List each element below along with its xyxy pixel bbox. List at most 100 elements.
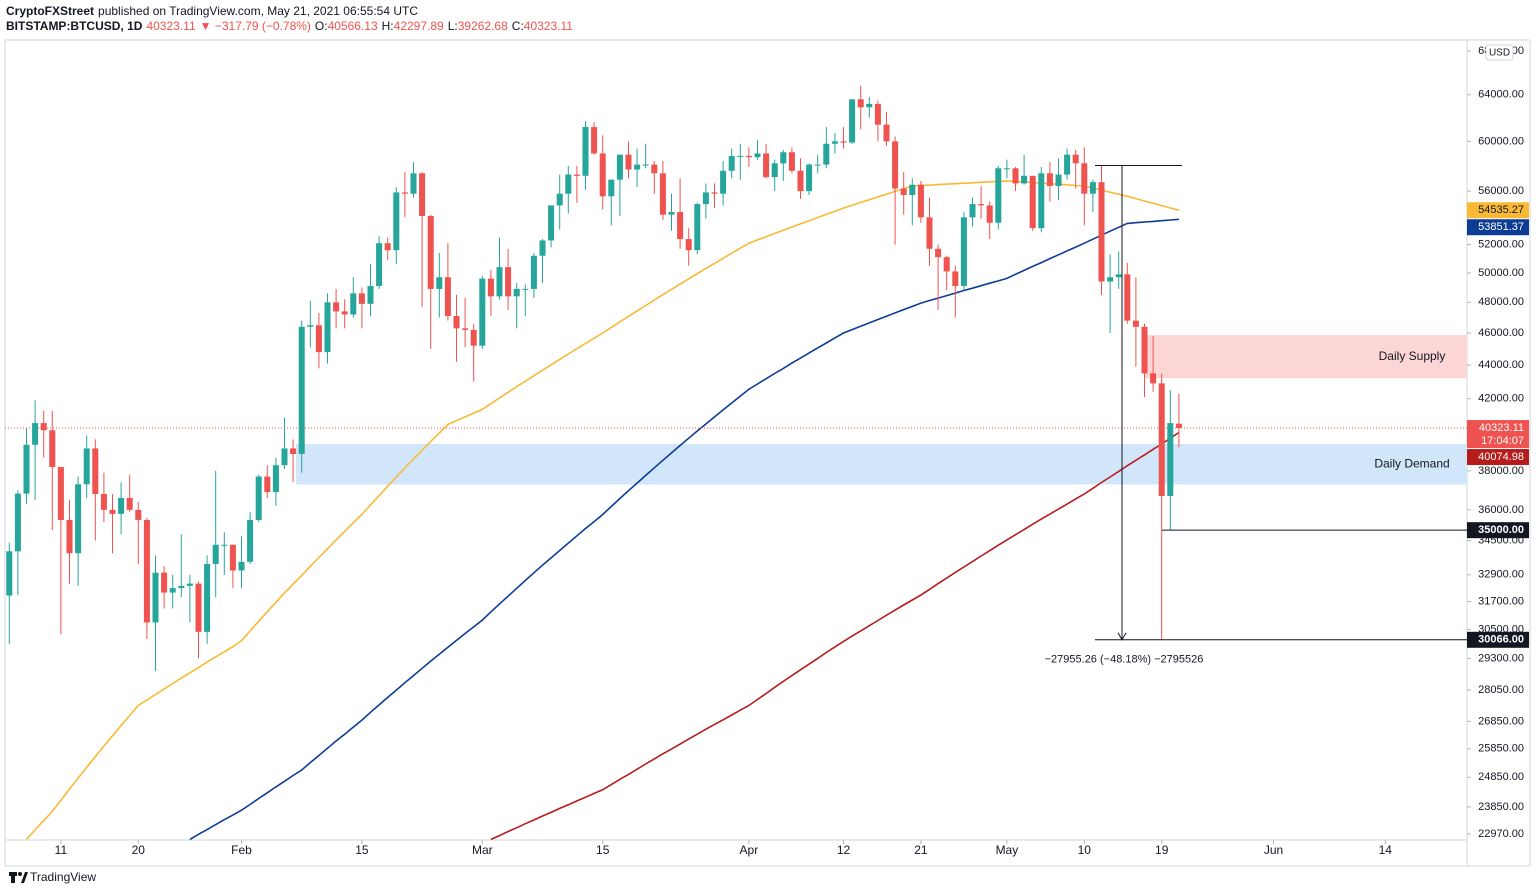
candle-body	[23, 444, 30, 494]
moving-average-line	[25, 180, 1180, 840]
moving-average-line	[189, 218, 1179, 841]
candle-body	[986, 205, 993, 223]
candle-body	[487, 278, 494, 297]
price-badge-label: 54535.27	[1478, 204, 1524, 216]
candle-body	[57, 467, 64, 520]
candle-body	[333, 302, 340, 312]
candle-body	[298, 326, 305, 454]
candle-body	[711, 192, 718, 194]
candle-body	[530, 255, 537, 289]
candle-body	[1021, 175, 1028, 184]
candle-body	[1150, 373, 1157, 384]
x-tick-label: 14	[1379, 843, 1393, 857]
x-tick-label: 15	[596, 843, 610, 857]
y-tick-label: 48000.00	[1478, 296, 1524, 308]
candle-body	[1167, 423, 1174, 496]
y-tick-label: 46000.00	[1478, 327, 1524, 339]
x-tick-label: 20	[132, 843, 146, 857]
price-badge	[1467, 202, 1529, 219]
candle-body	[118, 497, 125, 514]
publisher: CryptoFXStreet	[6, 4, 94, 18]
candle-body	[556, 193, 563, 206]
candle-body	[702, 192, 709, 205]
candle-body	[909, 184, 916, 195]
y-tick-label: 38000.00	[1478, 465, 1524, 477]
candle-body	[616, 154, 623, 180]
candle-body	[1046, 173, 1053, 186]
candle-body	[513, 288, 520, 297]
candle-body	[659, 173, 666, 215]
candle-body	[831, 141, 838, 144]
logo-part	[9, 872, 17, 876]
candle-body	[548, 205, 555, 241]
zone	[1145, 335, 1467, 379]
candle-body	[935, 248, 942, 258]
symbol: BITSTAMP:BTCUSD, 1D	[6, 19, 143, 33]
candle-body	[900, 188, 907, 195]
y-tick-label: 60000.00	[1478, 135, 1524, 147]
candle-body	[840, 141, 847, 143]
candle-body	[1098, 182, 1105, 282]
y-tick-label: 32900.00	[1478, 569, 1524, 581]
logo-part	[18, 872, 22, 876]
candle-body	[75, 484, 82, 554]
candle-body	[135, 509, 142, 520]
candle-body	[591, 127, 598, 154]
candle-body	[83, 448, 90, 485]
candle-body	[1141, 326, 1148, 374]
candle-body	[978, 204, 985, 206]
candle-body	[883, 124, 890, 142]
y-tick-label: 36000.00	[1478, 504, 1524, 516]
candle-body	[470, 329, 477, 346]
candle-body	[1115, 274, 1122, 278]
candle-body	[677, 212, 684, 240]
candle-body	[754, 153, 761, 158]
candle-body	[247, 519, 254, 562]
candle-body	[444, 277, 451, 316]
candle-body	[599, 153, 606, 197]
candle-body	[161, 572, 168, 593]
candle-body	[290, 448, 297, 454]
ohlc-low: 39262.68	[458, 19, 508, 33]
candle-body	[255, 476, 262, 520]
y-tick-label: 25850.00	[1478, 743, 1524, 755]
level-badge-label: 30066.00	[1478, 634, 1524, 646]
x-tick-label: 12	[837, 843, 851, 857]
y-tick-label: 26850.00	[1478, 715, 1524, 727]
candle-body	[634, 164, 641, 170]
candle-body	[453, 315, 460, 329]
candle-body	[1175, 423, 1182, 429]
candle-body	[642, 164, 649, 166]
x-tick-label: 10	[1078, 843, 1092, 857]
candle-body	[479, 278, 486, 346]
ohlc-key: H:	[382, 19, 394, 33]
candle-body	[1081, 163, 1088, 194]
logo-part	[11, 876, 15, 883]
candle-body	[307, 325, 314, 327]
zone-label: Daily Supply	[1379, 349, 1446, 363]
candle-body	[152, 572, 159, 623]
candle-body	[737, 155, 744, 157]
candle-body	[341, 311, 348, 315]
candle-body	[771, 163, 778, 178]
y-tick-label: 42000.00	[1478, 393, 1524, 405]
level-badge	[1467, 631, 1529, 648]
price-badge	[1467, 219, 1529, 236]
candle-body	[969, 204, 976, 218]
moving-average-line	[490, 431, 1180, 841]
candle-body	[126, 497, 133, 510]
measure-label: −27955.26 (−48.18%) −2795526	[1045, 654, 1204, 666]
candle-body	[720, 170, 727, 194]
ohlc-key: C:	[512, 19, 524, 33]
candle-body	[186, 583, 193, 586]
price-badge-label: 40074.98	[1478, 451, 1524, 463]
candle-body	[462, 328, 469, 330]
candle-body	[763, 153, 770, 178]
zone	[296, 444, 1467, 485]
candle-body	[143, 519, 150, 623]
candle-body	[952, 271, 959, 286]
candle-body	[1029, 175, 1036, 229]
y-tick-label: 23850.00	[1478, 801, 1524, 813]
